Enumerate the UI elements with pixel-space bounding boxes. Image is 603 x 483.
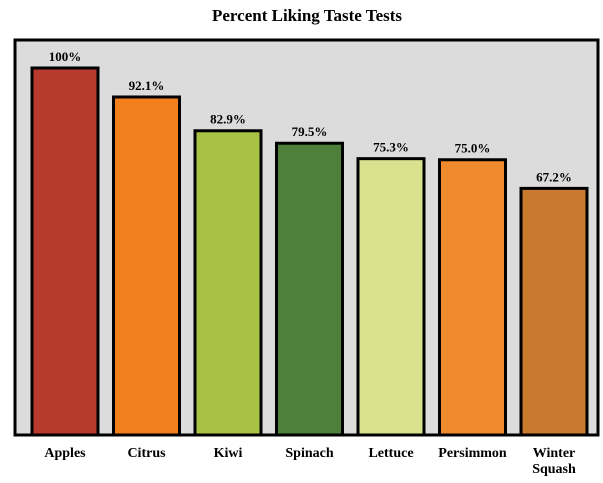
- data-label: 100%: [49, 49, 82, 64]
- data-label: 92.1%: [129, 78, 165, 93]
- chart-title: Percent Liking Taste Tests: [212, 6, 402, 25]
- data-label: 82.9%: [210, 112, 246, 127]
- x-tick-label: Persimmon: [438, 446, 507, 461]
- data-label: 79.5%: [292, 124, 328, 139]
- bar: [519, 186, 589, 437]
- bar: [438, 158, 507, 437]
- data-label: 67.2%: [536, 169, 572, 184]
- bar: [30, 66, 100, 437]
- bar: [112, 95, 181, 437]
- x-tick-label: Winter Squash: [532, 446, 576, 477]
- data-label: 75.0%: [455, 141, 491, 156]
- x-tick-label: Apples: [44, 446, 86, 461]
- x-tick-label: Lettuce: [368, 446, 414, 461]
- bar: [356, 157, 426, 437]
- x-tick-label: Spinach: [285, 446, 334, 461]
- bar: [193, 129, 263, 437]
- x-tick-label: Kiwi: [213, 446, 243, 461]
- bar: [275, 141, 344, 437]
- x-tick-label: Citrus: [127, 446, 166, 461]
- data-label: 75.3%: [373, 140, 409, 155]
